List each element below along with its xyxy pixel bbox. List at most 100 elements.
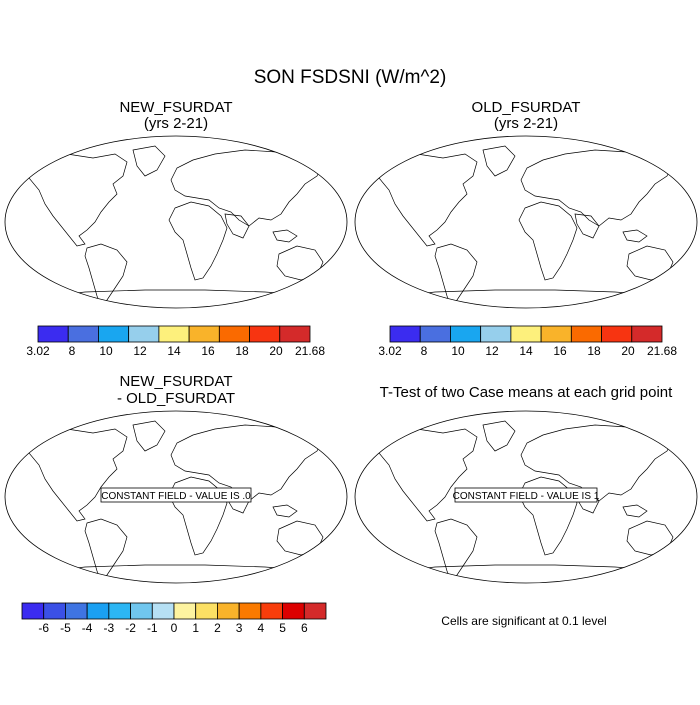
field-band bbox=[5, 178, 347, 186]
field-patch bbox=[615, 194, 627, 204]
colorbar-swatch bbox=[195, 602, 218, 620]
colorbar-swatch bbox=[389, 325, 421, 343]
colorbar-swatch bbox=[158, 325, 190, 343]
map-frame bbox=[4, 410, 348, 584]
field-patch bbox=[183, 228, 205, 246]
field-band bbox=[355, 214, 697, 276]
field-band bbox=[5, 198, 347, 214]
field-patch bbox=[533, 228, 555, 246]
colorbar-swatch bbox=[65, 602, 88, 620]
land-field bbox=[355, 146, 697, 308]
colorbar-tick-label: -5 bbox=[60, 621, 71, 635]
field-band bbox=[355, 186, 697, 198]
field-band bbox=[5, 146, 347, 150]
colorbar-difference: -6 -5 -4 -3 -2 -1 0 1 2 3 4 5 6 bbox=[21, 602, 327, 635]
colorbar-tick-label: 18 bbox=[235, 344, 249, 358]
colorbar-swatch bbox=[37, 325, 69, 343]
colorbar-tick-label: 14 bbox=[167, 344, 181, 358]
colorbar-tick-label: 6 bbox=[301, 621, 308, 635]
colorbar-tick-label: 8 bbox=[421, 344, 428, 358]
colorbar-tick-label: 10 bbox=[99, 344, 113, 358]
colorbar-tick-label: -3 bbox=[104, 621, 115, 635]
colorbar-tick-label: 3 bbox=[236, 621, 243, 635]
colorbar-swatch bbox=[303, 602, 327, 620]
colorbar-swatch bbox=[279, 325, 311, 343]
colorbar-tick-label: 16 bbox=[201, 344, 215, 358]
colorbar-swatch bbox=[43, 602, 66, 620]
colorbar-swatch bbox=[480, 325, 512, 343]
colorbar-swatch bbox=[249, 325, 281, 343]
field-band bbox=[355, 160, 697, 170]
colorbar-tick-label: 0 bbox=[171, 621, 178, 635]
colorbar-tick-label: -4 bbox=[82, 621, 93, 635]
field-band bbox=[5, 286, 347, 308]
panel-title-line1: NEW_FSURDAT bbox=[119, 99, 232, 116]
colorbar-swatch bbox=[570, 325, 602, 343]
colorbar-swatch bbox=[631, 325, 663, 343]
colorbar-tick-label: 4 bbox=[258, 621, 265, 635]
field-band bbox=[355, 276, 697, 286]
colorbar-swatch bbox=[173, 602, 197, 620]
field-band bbox=[5, 170, 347, 178]
field-band bbox=[355, 146, 697, 150]
map-frame bbox=[354, 135, 698, 309]
field-band bbox=[5, 160, 347, 170]
constant-field-label: CONSTANT FIELD - VALUE IS .0 bbox=[101, 491, 251, 502]
colorbar-swatch bbox=[419, 325, 451, 343]
colorbar-tick-label: 2 bbox=[214, 621, 221, 635]
colorbar-swatch bbox=[282, 602, 305, 620]
colorbar-tick-label: 21.68 bbox=[295, 344, 325, 358]
field-band bbox=[355, 150, 697, 160]
field-patch bbox=[93, 260, 109, 274]
field-band bbox=[5, 214, 347, 276]
map-frame bbox=[354, 410, 698, 584]
colorbar-swatch bbox=[601, 325, 633, 343]
colorbar-swatch bbox=[450, 325, 482, 343]
colorbar-swatch bbox=[130, 602, 153, 620]
figure-title: SON FSDSNI (W/m^2) bbox=[254, 67, 447, 88]
field-band bbox=[5, 186, 347, 198]
colorbar-tick-label: 5 bbox=[279, 621, 286, 635]
panel-title-line1: NEW_FSURDAT bbox=[119, 373, 232, 390]
colorbar-tick-label: 20 bbox=[621, 344, 635, 358]
colorbar-tick-label: 3.02 bbox=[26, 344, 50, 358]
colorbar-tick-label: -6 bbox=[38, 621, 49, 635]
panel-old-fsurdat: OLD_FSURDAT (yrs 2-21) bbox=[354, 99, 698, 309]
colorbar-tick-label: 18 bbox=[587, 344, 601, 358]
field-band bbox=[355, 170, 697, 178]
land-field bbox=[5, 146, 347, 308]
panel-title: T-Test of two Case means at each grid po… bbox=[380, 384, 673, 401]
colorbar-tick-label: 21.68 bbox=[647, 344, 677, 358]
colorbar-swatch bbox=[540, 325, 572, 343]
constant-field-box bbox=[454, 487, 598, 503]
field-band bbox=[5, 276, 347, 286]
colorbar-tick-label: 10 bbox=[451, 344, 465, 358]
constant-field-box bbox=[100, 487, 252, 503]
panel-ttest: T-Test of two Case means at each grid po… bbox=[354, 384, 698, 584]
field-patch bbox=[265, 194, 277, 204]
panel-title-line2: - OLD_FSURDAT bbox=[117, 390, 235, 407]
colorbar-swatch bbox=[188, 325, 220, 343]
field-patch bbox=[551, 218, 565, 228]
colorbar-tick-label: 3.02 bbox=[378, 344, 402, 358]
colorbar-swatch bbox=[510, 325, 542, 343]
field-band bbox=[355, 286, 697, 308]
colorbar-swatch bbox=[217, 602, 240, 620]
panel-new-fsurdat: NEW_FSURDAT (yrs 2-21) bbox=[4, 99, 348, 309]
colorbar-tick-label: 20 bbox=[269, 344, 283, 358]
colorbar-old: 3.02 8 10 12 14 16 18 20 21.68 bbox=[378, 325, 677, 358]
field-band bbox=[5, 150, 347, 160]
field-band bbox=[355, 198, 697, 214]
colorbar-swatch bbox=[238, 602, 262, 620]
field-band bbox=[355, 178, 697, 186]
field-patch bbox=[201, 218, 215, 228]
panel-title-line2: (yrs 2-21) bbox=[494, 115, 558, 132]
colorbar-tick-label: 12 bbox=[133, 344, 147, 358]
colorbar-swatch bbox=[218, 325, 250, 343]
significance-note: Cells are significant at 0.1 level bbox=[441, 614, 606, 628]
constant-field-label: CONSTANT FIELD - VALUE IS 1 bbox=[453, 491, 600, 502]
colorbar-tick-label: 12 bbox=[485, 344, 499, 358]
field-patch bbox=[443, 260, 459, 274]
colorbar-swatch bbox=[128, 325, 160, 343]
colorbar-tick-label: 1 bbox=[192, 621, 199, 635]
